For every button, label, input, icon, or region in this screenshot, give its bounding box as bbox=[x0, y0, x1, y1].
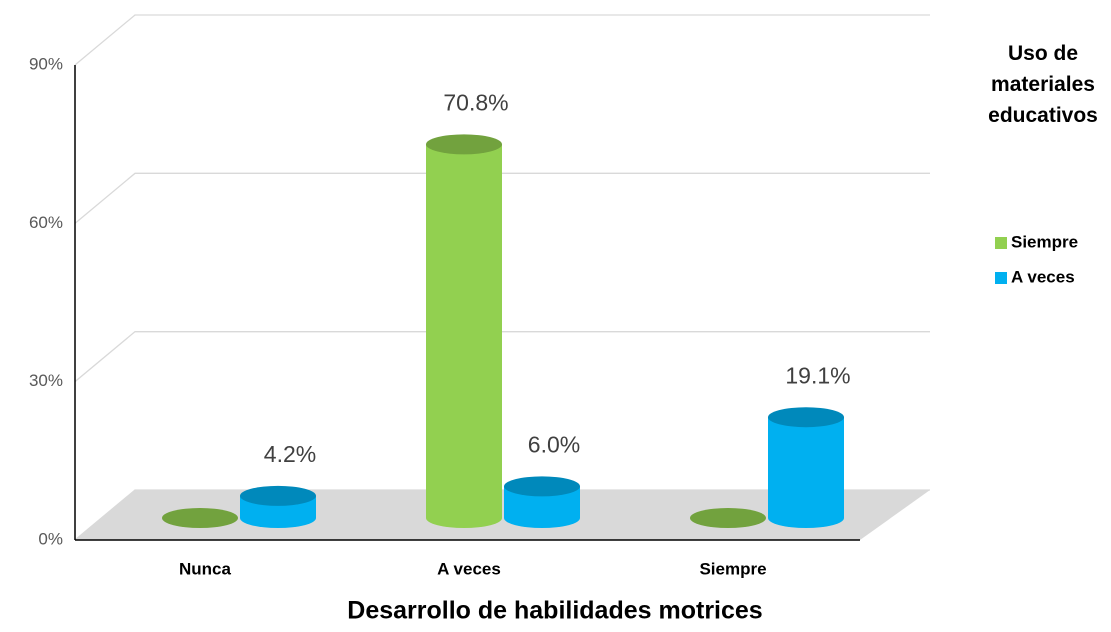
cylinder-top bbox=[426, 134, 502, 155]
x-tick-label: A veces bbox=[437, 559, 501, 578]
cylinder-top bbox=[504, 476, 580, 497]
legend-title: Uso de materiales educativos bbox=[988, 42, 1098, 127]
cylinder-top bbox=[690, 508, 766, 528]
cylinder-body bbox=[768, 417, 844, 518]
value-label: 6.0% bbox=[528, 431, 580, 457]
cylinder-body bbox=[426, 144, 502, 519]
legend-swatch bbox=[995, 272, 1007, 284]
cylinder-bottom bbox=[768, 508, 844, 528]
grid-line bbox=[74, 172, 930, 224]
legend-label: A veces bbox=[1011, 267, 1075, 286]
x-tick-label: Siempre bbox=[699, 559, 766, 578]
legend-swatch bbox=[995, 237, 1007, 249]
y-tick-label: 60% bbox=[29, 213, 63, 232]
y-tick-label: 0% bbox=[38, 529, 63, 548]
value-label: 70.8% bbox=[443, 89, 508, 115]
cylinder-top bbox=[162, 508, 238, 528]
grid-line bbox=[74, 489, 930, 541]
y-tick-label: 90% bbox=[29, 54, 63, 73]
x-tick-label: Nunca bbox=[179, 559, 232, 578]
cylinder-top bbox=[768, 407, 844, 428]
y-tick-label: 30% bbox=[29, 371, 63, 390]
value-label: 19.1% bbox=[785, 362, 850, 388]
legend-label: Siempre bbox=[1011, 232, 1078, 251]
cylinder-bottom bbox=[240, 508, 316, 528]
grid-line bbox=[74, 14, 930, 66]
grid-line bbox=[74, 331, 930, 383]
value-label: 4.2% bbox=[264, 441, 316, 467]
cylinder-bottom bbox=[426, 508, 502, 528]
cylinder-top bbox=[240, 485, 316, 506]
cylinder-bottom bbox=[504, 508, 580, 528]
x-axis-title: Desarrollo de habilidades motrices bbox=[347, 597, 762, 625]
